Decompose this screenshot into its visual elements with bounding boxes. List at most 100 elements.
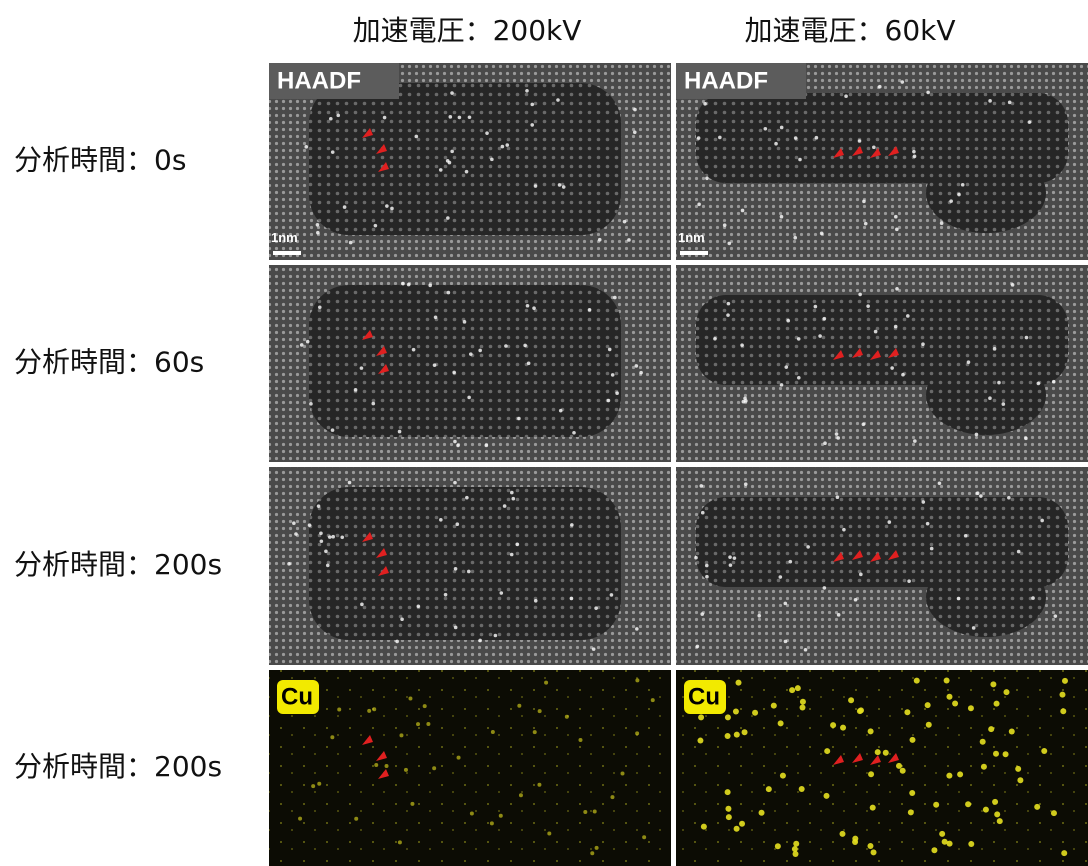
bright-spot xyxy=(464,169,469,174)
bright-spot xyxy=(467,115,472,120)
bright-spot xyxy=(740,208,745,213)
bright-spot xyxy=(894,214,898,219)
bright-spot xyxy=(740,343,744,347)
bright-spot xyxy=(439,517,443,522)
cu-signal xyxy=(870,849,877,856)
cu-signal xyxy=(823,792,830,799)
cu-signal xyxy=(779,772,786,779)
bright-spot xyxy=(937,481,942,486)
bright-spot xyxy=(696,136,701,140)
cu-signal xyxy=(733,731,740,738)
bright-spot xyxy=(467,395,471,400)
column-header: 加速電圧：200kV xyxy=(353,14,582,47)
micrograph xyxy=(269,670,671,866)
cu-signal xyxy=(965,801,972,808)
bright-spot xyxy=(329,116,333,121)
bright-spot xyxy=(385,204,389,208)
bright-spot xyxy=(836,613,841,617)
cu-signal xyxy=(924,702,931,709)
bright-spot xyxy=(797,375,801,380)
bright-spot xyxy=(783,601,788,606)
bright-spot xyxy=(453,566,458,571)
bright-spot xyxy=(556,98,560,102)
bright-spot xyxy=(294,532,298,536)
cu-signal xyxy=(311,784,316,789)
cu-signal xyxy=(578,738,583,743)
cu-signal xyxy=(931,847,938,854)
bright-spot xyxy=(1031,596,1035,600)
bright-spot xyxy=(597,237,602,242)
bright-spot xyxy=(872,145,876,150)
cu-signal xyxy=(490,729,495,734)
cu-signal xyxy=(1061,850,1068,857)
bright-spot xyxy=(727,241,732,246)
bright-spot xyxy=(634,364,639,368)
bright-spot xyxy=(411,347,416,352)
bright-spot xyxy=(340,535,345,540)
bright-spot xyxy=(732,556,737,560)
bright-spot xyxy=(796,337,801,341)
bright-spot xyxy=(348,240,353,245)
cu-signal xyxy=(982,806,989,813)
bright-spot xyxy=(627,238,631,242)
cu-signal xyxy=(946,693,953,700)
cu-signal xyxy=(537,782,542,787)
micrograph xyxy=(676,670,1088,866)
precipitate xyxy=(926,557,1046,637)
cu-signal xyxy=(374,762,379,767)
bright-spot xyxy=(502,504,507,508)
bright-spot xyxy=(324,549,328,554)
cu-signal xyxy=(590,851,595,856)
cu-signal xyxy=(839,830,846,837)
arrow-marker xyxy=(888,550,899,560)
bright-spot xyxy=(490,157,494,162)
cu-signal xyxy=(907,809,914,816)
cu-signal xyxy=(789,687,796,694)
bright-spot xyxy=(975,491,980,496)
bright-spot xyxy=(609,593,614,597)
arrow-marker xyxy=(833,148,844,158)
bright-spot xyxy=(371,401,376,406)
bright-spot xyxy=(331,534,335,539)
cu-signal xyxy=(979,738,986,745)
cu-signal xyxy=(830,722,837,729)
bright-spot xyxy=(700,510,705,515)
bright-spot xyxy=(453,439,457,444)
bright-spot xyxy=(988,396,992,400)
bright-spot xyxy=(635,627,639,631)
precipitate xyxy=(926,355,1046,435)
image-panel xyxy=(676,467,1088,665)
bright-spot xyxy=(327,535,332,539)
bright-spot xyxy=(1053,614,1058,618)
cu-signal xyxy=(544,680,549,685)
cu-signal xyxy=(882,749,889,756)
bright-spot xyxy=(432,363,437,367)
bright-spot xyxy=(836,436,841,440)
bright-spot xyxy=(699,484,704,488)
image-panel xyxy=(676,265,1088,462)
bright-spot xyxy=(401,281,405,286)
cu-signal xyxy=(724,714,731,721)
bright-spot xyxy=(713,336,717,341)
bright-spot xyxy=(966,360,971,364)
bright-spot xyxy=(317,305,322,310)
cu-signal xyxy=(403,767,408,772)
bright-spot xyxy=(530,123,535,127)
cu-signal xyxy=(990,681,997,688)
bright-spot xyxy=(309,402,313,406)
cu-signal xyxy=(840,724,847,731)
bright-spot xyxy=(1016,549,1021,554)
bright-spot xyxy=(963,533,968,538)
bright-spot xyxy=(861,422,866,427)
bright-spot xyxy=(517,416,521,421)
bright-spot xyxy=(728,555,732,559)
cu-signal xyxy=(517,703,522,708)
bright-spot xyxy=(900,80,905,84)
bright-spot xyxy=(325,563,330,568)
cu-signal xyxy=(1061,677,1068,684)
arrow-marker xyxy=(362,128,373,138)
bright-spot xyxy=(510,490,514,495)
cu-signal xyxy=(913,677,920,684)
bright-spot xyxy=(763,126,768,131)
bright-spot xyxy=(1036,381,1041,386)
